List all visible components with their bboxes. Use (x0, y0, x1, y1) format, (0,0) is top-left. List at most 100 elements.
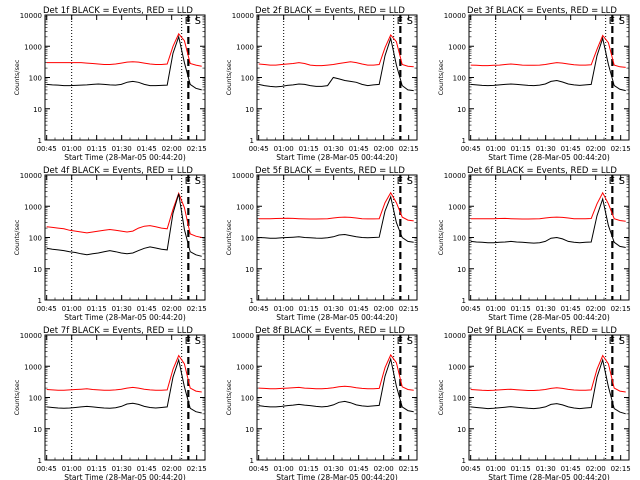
x-tick-label: 01:45 (349, 145, 369, 153)
series-line (258, 195, 414, 243)
annotation-letter: E (185, 336, 191, 347)
x-tick-label: 00:45 (37, 305, 57, 313)
x-tick-label: 01:30 (324, 465, 344, 473)
x-tick-label: 00:45 (461, 305, 481, 313)
x-tick-label: 01:00 (486, 305, 506, 313)
panel-9: Det 9f BLACK = Events, RED = LLD 1 10 100 10… (437, 326, 631, 480)
x-tick-label: 01:15 (511, 465, 531, 473)
y-axis-label: Counts/sec (13, 219, 21, 255)
y-tick-label: 1000 (24, 363, 42, 371)
x-tick-label: 01:30 (536, 305, 556, 313)
panel-title: Det 5f BLACK = Events, RED = LLD (255, 166, 405, 176)
series-line (258, 36, 414, 92)
x-tick-label: 01:45 (349, 465, 369, 473)
x-tick-label: 02:15 (611, 465, 631, 473)
y-tick-label: 1000 (448, 203, 466, 211)
y-tick-label: 10 (245, 426, 254, 434)
y-tick-label: 10 (245, 106, 254, 114)
x-tick-label: 01:00 (62, 465, 82, 473)
panel-3: Det 3f BLACK = Events, RED = LLD 1 10 100 10… (437, 6, 631, 162)
x-tick-label: 01:45 (137, 465, 157, 473)
annotation-letter: E (185, 16, 191, 27)
panel-2: Det 2f BLACK = Events, RED = LLD 1 10 100 10… (225, 6, 419, 162)
annotation-letter: S (619, 336, 625, 347)
y-tick-label: 1000 (448, 363, 466, 371)
y-axis-label: Counts/sec (225, 59, 233, 95)
annotation-letter: S (407, 16, 413, 27)
y-tick-label: 1 (250, 457, 254, 465)
y-tick-label: 10000 (232, 332, 254, 340)
y-tick-label: 1 (462, 297, 466, 305)
x-tick-label: 01:15 (87, 145, 107, 153)
series-line (46, 191, 202, 238)
x-tick-label: 02:15 (399, 465, 419, 473)
y-tick-label: 1 (462, 137, 466, 145)
x-tick-label: 01:15 (511, 305, 531, 313)
plot-frame (256, 14, 418, 141)
y-tick-label: 1000 (236, 43, 254, 51)
series-line (470, 197, 626, 248)
y-tick-label: 100 (241, 235, 254, 243)
y-tick-label: 1000 (24, 43, 42, 51)
x-tick-label: 01:00 (274, 465, 294, 473)
series-line (258, 191, 414, 222)
y-axis-label: Counts/sec (13, 379, 21, 415)
x-tick-label: 01:15 (87, 465, 107, 473)
y-tick-label: 1 (250, 297, 254, 305)
x-tick-label: 02:00 (586, 145, 606, 153)
x-tick-label: 01:45 (561, 305, 581, 313)
y-tick-label: 10000 (444, 172, 466, 180)
plot-frame (44, 334, 206, 461)
y-tick-label: 1000 (236, 203, 254, 211)
annotation-letter: S (619, 176, 625, 187)
x-tick-label: 01:15 (299, 465, 319, 473)
series-line (46, 354, 202, 393)
series-line (470, 354, 626, 393)
y-tick-label: 10000 (232, 172, 254, 180)
annotation-letter: S (195, 176, 201, 187)
series-line (258, 357, 414, 413)
y-axis-label: Counts/sec (437, 219, 445, 255)
x-tick-label: 01:15 (299, 145, 319, 153)
panel-1: Det 1f BLACK = Events, RED = LLD 1 10 100 10… (13, 6, 207, 162)
x-tick-label: 02:00 (374, 145, 394, 153)
plot-frame (44, 174, 206, 301)
y-tick-label: 100 (241, 395, 254, 403)
x-tick-label: 02:15 (187, 145, 207, 153)
y-tick-label: 10 (33, 266, 42, 274)
series-line (46, 34, 202, 91)
y-tick-label: 10 (457, 106, 466, 114)
x-tick-label: 01:30 (536, 145, 556, 153)
y-tick-label: 1 (250, 137, 254, 145)
x-tick-label: 02:15 (611, 305, 631, 313)
y-tick-label: 10 (457, 266, 466, 274)
y-tick-label: 100 (29, 75, 42, 83)
y-tick-label: 100 (453, 75, 466, 83)
x-tick-label: 02:00 (162, 305, 182, 313)
x-tick-label: 00:45 (37, 465, 57, 473)
series-line (258, 33, 414, 68)
y-axis-label: Counts/sec (13, 59, 21, 95)
x-tick-label: 00:45 (249, 465, 269, 473)
y-tick-label: 1 (38, 457, 42, 465)
y-axis-label: Counts/sec (225, 219, 233, 255)
panel-4: Det 4f BLACK = Events, RED = LLD 1 10 100 10… (13, 166, 207, 322)
x-tick-label: 01:15 (299, 305, 319, 313)
series-line (46, 357, 202, 414)
panel-title: Det 2f BLACK = Events, RED = LLD (255, 6, 405, 16)
x-tick-label: 00:45 (37, 145, 57, 153)
series-line (258, 353, 414, 391)
x-tick-label: 02:00 (374, 305, 394, 313)
x-axis-label: Start Time (28-Mar-05 00:44:20) (488, 473, 610, 480)
y-tick-label: 10000 (232, 12, 254, 20)
panel-title: Det 8f BLACK = Events, RED = LLD (255, 326, 405, 336)
series-line (470, 191, 626, 222)
plot-frame (468, 334, 630, 461)
annotation-letter: E (609, 16, 615, 27)
x-tick-label: 01:45 (561, 145, 581, 153)
x-tick-label: 02:00 (586, 305, 606, 313)
y-tick-label: 10000 (20, 12, 42, 20)
y-tick-label: 1 (38, 297, 42, 305)
plot-frame (44, 14, 206, 141)
x-tick-label: 01:30 (112, 465, 132, 473)
